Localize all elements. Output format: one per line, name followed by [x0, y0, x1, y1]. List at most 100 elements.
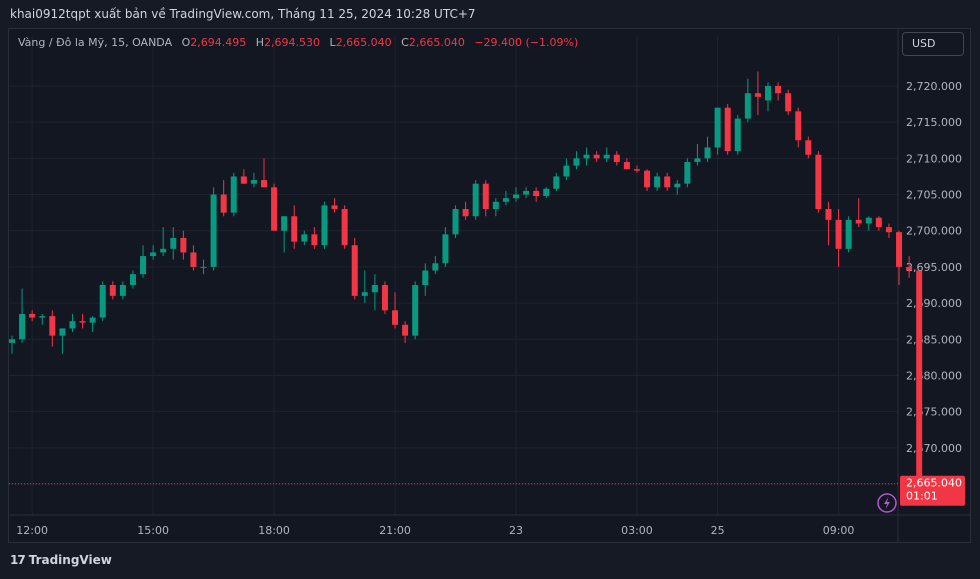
candle-up	[200, 266, 207, 268]
candle-down	[613, 154, 620, 162]
candle-up	[744, 93, 751, 119]
high-label: H	[255, 36, 265, 49]
candle-up	[160, 248, 167, 253]
y-tick-label: 2,670.000	[906, 442, 962, 455]
candle-down	[240, 176, 247, 184]
candle-up	[523, 190, 530, 195]
candle-up	[140, 256, 147, 275]
candle-down	[664, 176, 671, 188]
y-tick-label: 2,675.000	[906, 406, 962, 419]
candle-up	[714, 107, 721, 148]
candle-up	[563, 165, 570, 177]
candle-down	[533, 190, 540, 196]
candle-up	[19, 313, 26, 340]
y-tick-label: 2,710.000	[906, 152, 962, 165]
candle-up	[9, 339, 15, 343]
candle-up	[230, 176, 237, 213]
price-badge-value: 2,665.040	[906, 477, 962, 490]
candle-down	[795, 111, 802, 141]
candle-up	[301, 234, 308, 242]
candle-down	[392, 310, 399, 325]
candle-down	[875, 217, 882, 228]
candle-down	[271, 187, 278, 231]
x-tick-label: 25	[711, 524, 725, 537]
candle-down	[885, 227, 892, 233]
candle-up	[99, 285, 106, 318]
candle-down	[331, 205, 338, 210]
top-bar: khai0912tqpt xuất bản về TradingView.com…	[0, 0, 980, 28]
currency-button[interactable]: USD	[902, 32, 964, 56]
currency-label: USD	[912, 37, 936, 50]
y-tick-label: 2,695.000	[906, 261, 962, 274]
candle-up	[69, 321, 76, 329]
candle-down	[79, 321, 86, 323]
y-tick-label: 2,715.000	[906, 116, 962, 129]
candle-up	[684, 161, 691, 184]
candle-down	[190, 252, 197, 267]
candle-down	[220, 194, 227, 213]
y-tick-label: 2,685.000	[906, 333, 962, 346]
candle-up	[281, 216, 288, 231]
candle-up	[583, 154, 590, 159]
x-tick-label: 23	[509, 524, 523, 537]
candle-up	[129, 274, 136, 285]
candle-down	[402, 324, 409, 336]
candle-down	[896, 232, 903, 267]
low-label: L	[329, 36, 336, 49]
candle-up	[150, 252, 157, 257]
ohlc-legend: Vàng / Đô la Mỹ, 15, OANDA O2,694.495 H2…	[18, 36, 578, 49]
x-tick-label: 09:00	[823, 524, 855, 537]
candle-up	[412, 285, 419, 336]
x-tick-label: 15:00	[137, 524, 169, 537]
candle-up	[442, 234, 449, 264]
candle-down	[855, 219, 862, 224]
candle-up	[492, 201, 499, 210]
candle-up	[39, 316, 46, 318]
candle-down	[482, 183, 489, 210]
y-tick-label: 2,680.000	[906, 369, 962, 382]
lightning-icon[interactable]	[877, 493, 897, 513]
candle-up	[513, 194, 519, 199]
candle-up	[119, 285, 126, 296]
brand-name: TradingView	[28, 553, 112, 567]
candle-up	[361, 292, 368, 296]
candle-down	[644, 170, 651, 188]
candle-down	[49, 316, 56, 336]
candle-down	[805, 140, 812, 155]
y-tick-label: 2,720.000	[906, 80, 962, 93]
publish-info: khai0912tqpt xuất bản về TradingView.com…	[10, 7, 476, 21]
candle-down	[351, 245, 358, 296]
x-tick-label: 03:00	[621, 524, 653, 537]
y-tick-label: 2,705.000	[906, 189, 962, 202]
candle-up	[765, 86, 771, 101]
candle-up	[694, 158, 701, 162]
candle-down	[775, 86, 782, 94]
candle-up	[250, 180, 257, 184]
change-value: −29.400 (−1.09%)	[474, 36, 579, 49]
price-badge-countdown: 01:01	[906, 490, 938, 503]
candle-up	[573, 158, 580, 166]
y-tick-label: 2,700.000	[906, 225, 962, 238]
symbol-label[interactable]: Vàng / Đô la Mỹ, 15, OANDA	[18, 36, 173, 49]
close-value: 2,665.040	[408, 36, 465, 49]
price-badge	[900, 475, 965, 506]
candle-up	[210, 194, 217, 267]
candle-up	[321, 205, 328, 246]
candle-down	[593, 154, 600, 159]
candle-down	[109, 285, 116, 296]
candle-down	[825, 209, 832, 220]
tradingview-logo[interactable]: 17 TradingView	[10, 553, 112, 567]
candle-up	[845, 219, 852, 249]
candle-down	[633, 169, 640, 171]
candle-up	[502, 198, 509, 202]
candle-up	[472, 183, 479, 217]
candle-up	[422, 270, 429, 285]
low-value: 2,665.040	[335, 36, 392, 49]
candle-up	[553, 176, 560, 189]
open-value: 2,694.495	[190, 36, 247, 49]
close-label: C	[401, 36, 409, 49]
candle-up	[674, 183, 681, 188]
candle-down	[724, 107, 731, 152]
chart-frame[interactable]	[8, 28, 971, 543]
